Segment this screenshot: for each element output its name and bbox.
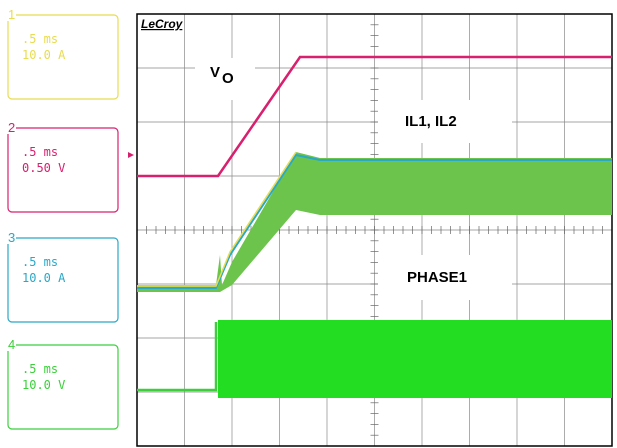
channel-scale: 10.0 A	[22, 271, 66, 285]
il-cyan-edge	[137, 153, 612, 289]
vo-label-box	[195, 58, 255, 100]
channel-number-bg	[6, 230, 16, 244]
channel-scale: 10.0 A	[22, 48, 66, 62]
channel-timebase: .5 ms	[22, 362, 58, 376]
channel-box	[7, 237, 119, 323]
channel-number-bg	[6, 7, 16, 21]
vo-trace	[137, 55, 612, 178]
phase-label-box	[378, 255, 512, 300]
channel-timebase: .5 ms	[22, 32, 58, 46]
channel-number: 4	[8, 337, 15, 352]
channel-box	[7, 14, 119, 100]
channel-scale: 10.0 V	[22, 378, 65, 392]
il-label: IL1, IL2	[405, 113, 457, 130]
vo-label: V	[210, 64, 220, 81]
phase-trace	[137, 322, 218, 392]
screen-border	[136, 13, 613, 447]
channel-timebase: .5 ms	[22, 145, 58, 159]
il-label-box	[378, 100, 512, 143]
channel-scale: 0.50 V	[22, 161, 65, 175]
channel-box	[7, 344, 119, 430]
channel-number: 3	[8, 230, 15, 245]
il-trace	[137, 152, 612, 292]
ch2-marker	[128, 152, 134, 158]
logo: LeCroy	[141, 17, 184, 31]
channel-box	[7, 127, 119, 213]
channel-number-bg	[6, 337, 16, 351]
phase-switching	[218, 320, 612, 398]
phase-label: PHASE1	[407, 269, 467, 286]
il-yellow-edge	[137, 151, 297, 287]
vo-subscript: O	[222, 70, 234, 87]
channel-number: 2	[8, 120, 15, 135]
channel-timebase: .5 ms	[22, 255, 58, 269]
channel-number: 1	[8, 7, 15, 22]
channel-number-bg	[6, 120, 16, 134]
